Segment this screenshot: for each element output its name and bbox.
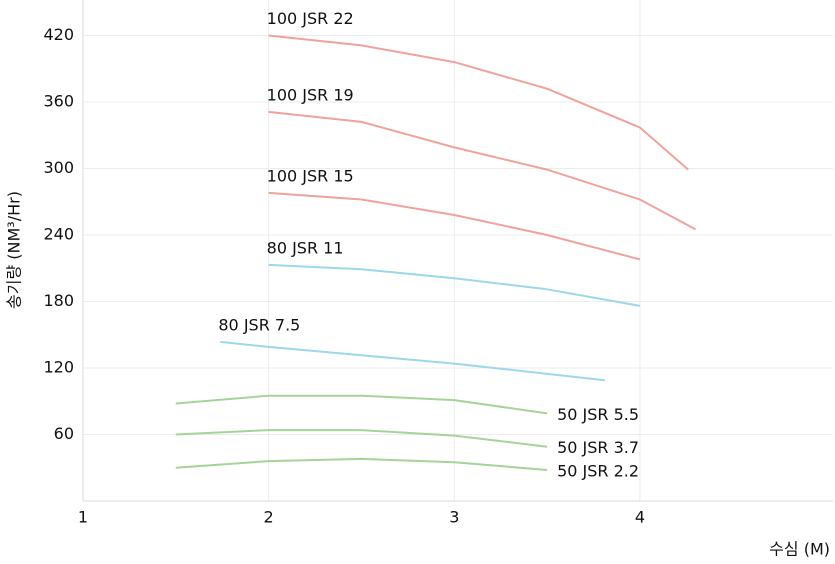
series-label: 80 JSR 11 xyxy=(267,238,344,257)
y-tick-label: 420 xyxy=(43,25,74,44)
series-line xyxy=(175,429,548,448)
series-label: 80 JSR 7.5 xyxy=(218,315,300,334)
y-tick-label: 60 xyxy=(54,424,74,443)
series-line xyxy=(268,34,689,171)
series-label: 100 JSR 15 xyxy=(267,166,354,185)
series-line xyxy=(175,394,548,415)
y-tick-label: 360 xyxy=(43,91,74,110)
series-line xyxy=(220,340,605,382)
x-tick-label: 3 xyxy=(449,508,459,527)
x-tick-label: 1 xyxy=(78,508,88,527)
series-label: 50 JSR 5.5 xyxy=(557,405,639,424)
series-line xyxy=(175,457,548,471)
y-axis-label: 송기량 (NM³/Hr) xyxy=(5,191,24,309)
series-line xyxy=(268,191,641,261)
series-label: 100 JSR 19 xyxy=(267,85,354,104)
y-tick-label: 120 xyxy=(43,357,74,376)
x-tick-label: 2 xyxy=(264,508,274,527)
y-tick-label: 180 xyxy=(43,291,74,310)
x-tick-label: 4 xyxy=(635,508,645,527)
x-axis-label: 수심 (M) xyxy=(769,540,830,559)
series-line xyxy=(268,110,697,231)
series-label: 100 JSR 22 xyxy=(267,9,354,28)
series-line xyxy=(268,263,641,307)
y-tick-label: 240 xyxy=(43,224,74,243)
series-label: 50 JSR 3.7 xyxy=(557,438,639,457)
series-label: 50 JSR 2.2 xyxy=(557,461,639,480)
y-tick-label: 300 xyxy=(43,158,74,177)
